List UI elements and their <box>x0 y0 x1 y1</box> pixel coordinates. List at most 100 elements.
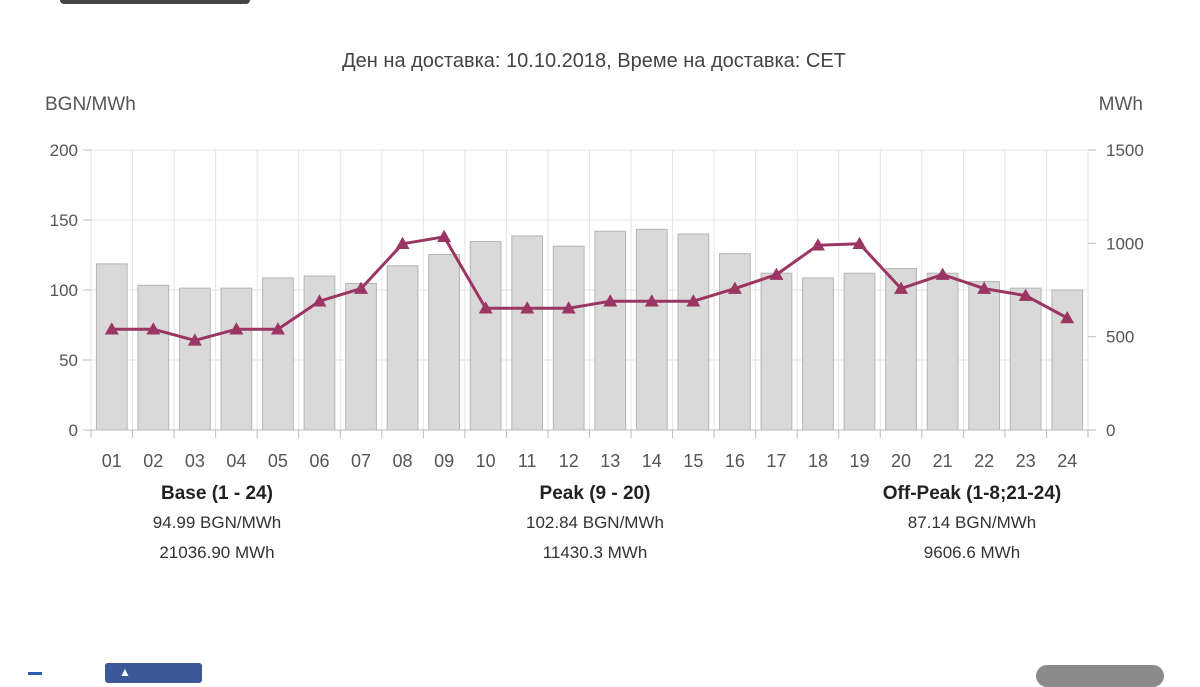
x-tick-label: 24 <box>1057 451 1077 471</box>
x-tick-label: 21 <box>933 451 953 471</box>
right-tick-label: 500 <box>1106 328 1134 347</box>
facebook-like-button[interactable]: ▲ <box>105 663 202 683</box>
x-tick-label: 13 <box>600 451 620 471</box>
price-point <box>395 236 410 250</box>
left-tick-label: 150 <box>50 211 78 230</box>
summary-offpeak-volume: 9606.6 MWh <box>923 543 1021 562</box>
volume-bar <box>843 272 876 431</box>
left-tick-label: 200 <box>50 141 78 160</box>
price-line <box>104 229 1075 346</box>
price-point <box>520 301 535 314</box>
x-tick-label: 06 <box>309 451 329 471</box>
summary-offpeak: Off-Peak (1-8;21-24) 87.14 BGN/MWh 9606.… <box>822 480 1122 568</box>
volume-bars <box>95 228 1084 431</box>
volume-bar <box>345 282 377 431</box>
x-tick-label: 20 <box>891 451 911 471</box>
right-axis-label: MWh <box>1099 94 1143 115</box>
x-tick-label: 11 <box>518 451 537 471</box>
price-point <box>312 294 327 307</box>
price-point <box>104 322 119 335</box>
right-tick-label: 0 <box>1106 421 1115 440</box>
price-point <box>894 281 909 294</box>
x-tick-label: 08 <box>393 451 413 471</box>
x-tick-label: 14 <box>642 451 662 471</box>
price-point <box>852 236 867 250</box>
price-point <box>644 294 659 307</box>
x-tick-label: 07 <box>351 451 371 471</box>
volume-bar <box>885 268 917 431</box>
price-point <box>686 294 701 307</box>
volume-bar <box>594 230 627 431</box>
price-point <box>270 322 285 335</box>
footer-link[interactable] <box>28 672 42 675</box>
price-point <box>935 267 950 280</box>
price-point <box>769 267 784 280</box>
volume-bar <box>137 284 170 431</box>
volume-bar <box>386 265 419 431</box>
x-tick-label: 16 <box>725 451 745 471</box>
price-point <box>810 238 825 251</box>
price-point <box>1060 311 1075 324</box>
thumbs-up-icon: ▲ <box>119 665 131 679</box>
price-point <box>603 294 618 307</box>
price-line-path <box>111 235 1068 342</box>
price-point <box>478 301 493 314</box>
price-volume-chart: Ден на доставка: 10.10.2018, Време на до… <box>45 50 1144 471</box>
summary-peak-volume: 11430.3 MWh <box>542 543 648 562</box>
chart-title: Ден на доставка: 10.10.2018, Време на до… <box>342 50 846 72</box>
price-point <box>229 322 244 335</box>
price-point <box>437 229 452 243</box>
right-tick-label: 1000 <box>1106 234 1144 253</box>
x-tick-label: 05 <box>268 451 288 471</box>
summary-base-volume: 21036.90 MWh <box>159 543 275 562</box>
volume-bar <box>926 272 959 431</box>
x-tick-label: 02 <box>143 451 163 471</box>
right-tick-label: 1500 <box>1106 141 1144 160</box>
price-point <box>146 322 161 335</box>
x-tick-label: 01 <box>102 451 122 471</box>
price-point <box>1018 288 1033 301</box>
x-tick-label: 18 <box>808 451 828 471</box>
price-point <box>977 281 992 294</box>
volume-bar <box>262 277 294 431</box>
price-point <box>727 281 742 294</box>
volume-bar <box>552 245 585 431</box>
volume-bar <box>95 263 128 431</box>
volume-bar <box>511 235 544 431</box>
x-tick-label: 17 <box>766 451 786 471</box>
scroll-to-top-button[interactable] <box>1036 665 1164 687</box>
summary-peak-title: Peak (9 - 20) <box>539 483 651 504</box>
volume-bar <box>178 287 211 431</box>
axes: 0 50 100 150 200 0 500 1000 1500 01 02 03 04 05 06 07 08… <box>50 141 1144 471</box>
x-tick-label: 22 <box>974 451 994 471</box>
grid <box>90 149 1089 431</box>
volume-bar <box>802 277 834 431</box>
summary-base-price: 94.99 BGN/MWh <box>152 513 282 532</box>
summary-offpeak-price: 87.14 BGN/MWh <box>907 513 1037 532</box>
summary-offpeak-title: Off-Peak (1-8;21-24) <box>882 483 1062 504</box>
volume-bar <box>760 272 793 431</box>
header-remnant <box>60 0 250 4</box>
summary-peak: Peak (9 - 20) 102.84 BGN/MWh 11430.3 MWh <box>445 480 745 568</box>
summary-peak-price: 102.84 BGN/MWh <box>526 513 664 532</box>
left-tick-label: 100 <box>50 281 78 300</box>
volume-bar <box>1009 287 1042 431</box>
volume-bar <box>469 240 502 431</box>
x-tick-label: 03 <box>185 451 205 471</box>
volume-bar <box>220 287 253 431</box>
price-point <box>561 301 576 314</box>
volume-bar <box>677 233 710 431</box>
summary-base-title: Base (1 - 24) <box>161 483 273 504</box>
price-point <box>187 333 202 346</box>
x-tick-label: 04 <box>226 451 246 471</box>
volume-bar <box>428 254 460 431</box>
summary-base: Base (1 - 24) 94.99 BGN/MWh 21036.90 MWh <box>67 480 367 568</box>
left-tick-label: 0 <box>69 421 78 440</box>
x-tick-label: 09 <box>434 451 454 471</box>
x-tick-label: 10 <box>476 451 496 471</box>
x-tick-label: 19 <box>850 451 870 471</box>
x-tick-label: 12 <box>559 451 579 471</box>
left-axis-label: BGN/MWh <box>45 94 136 115</box>
x-tick-label: 15 <box>683 451 703 471</box>
volume-bar <box>635 228 668 431</box>
